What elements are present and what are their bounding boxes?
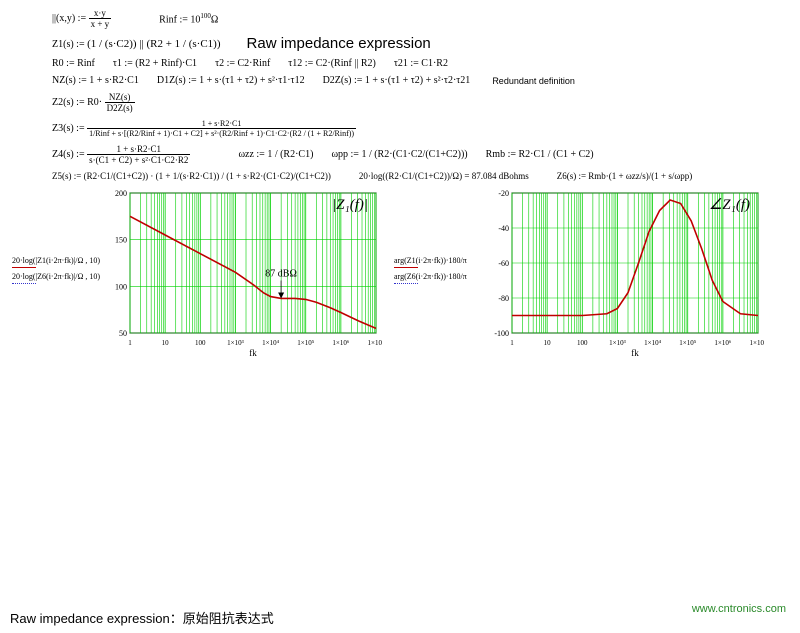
legend-solid-icon [394, 267, 418, 268]
eq-row-4: NZ(s) := 1 + s·R2·C1 D1Z(s) := 1 + s·(τ1… [10, 75, 790, 86]
legend-solid-icon [12, 267, 36, 268]
svg-text:fk: fk [631, 348, 639, 357]
svg-text:1: 1 [510, 339, 514, 347]
svg-text:∠Z₁(f): ∠Z₁(f) [709, 197, 750, 213]
mag-legend-1: 20·log(|Z1(i·2π·fk)|/Ω , 10) [12, 256, 102, 268]
z1-def: Z1(s) := (1 / (s·C2)) || (R2 + 1 / (s·C1… [52, 38, 221, 50]
tau12-def: τ12 := C2·(Rinf || R2) [288, 58, 376, 69]
eq-row-8: Z5(s) := (R2·C1/(C1+C2)) · (1 + 1/(s·R2·… [10, 171, 790, 181]
phase-legend-2: arg(Z6(i·2π·fk))·180/π [394, 272, 484, 284]
z6-def: Z6(s) := Rmb·(1 + ωzz/s)/(1 + s/ωpp) [557, 171, 693, 181]
eq-row-7: Z4(s) := 1 + s·R2·C1 s·(C1 + C2) + s²·C1… [10, 144, 790, 165]
svg-text:-100: -100 [494, 329, 509, 338]
charts-row: 20·log(|Z1(i·2π·fk)|/Ω , 10) 20·log(|Z6(… [10, 187, 790, 357]
svg-text:50: 50 [119, 329, 127, 338]
redundant-note: Redundant definition [492, 76, 575, 86]
legend-dash-icon [12, 283, 36, 284]
svg-text:-40: -40 [498, 224, 509, 233]
svg-text:150: 150 [115, 236, 127, 245]
svg-text:-60: -60 [498, 259, 509, 268]
svg-text:1×10⁶: 1×10⁶ [332, 339, 349, 347]
eq-row-6: Z3(s) := 1 + s·R2·C1 1/Rinf + s·[(R2/Rin… [10, 119, 790, 138]
svg-text:1×10⁵: 1×10⁵ [679, 339, 696, 347]
z2-def: Z2(s) := R0· NZ(s) D2Z(s) [52, 92, 135, 113]
svg-text:1: 1 [128, 339, 132, 347]
z5-def: Z5(s) := (R2·C1/(C1+C2)) · (1 + 1/(s·R2·… [52, 171, 331, 181]
svg-text:100: 100 [577, 339, 588, 347]
watermark: www.cntronics.com [692, 603, 786, 615]
eq-row-5: Z2(s) := R0· NZ(s) D2Z(s) [10, 92, 790, 113]
svg-text:-80: -80 [498, 294, 509, 303]
tau2-def: τ2 := C2·Rinf [215, 58, 270, 69]
svg-text:1×10³: 1×10³ [609, 339, 626, 347]
phase-legend-1: arg(Z1(i·2π·fk))·180/π [394, 256, 484, 268]
eq-row-2: Z1(s) := (1 / (s·C2)) || (R2 + 1 / (s·C1… [10, 35, 790, 52]
svg-text:100: 100 [195, 339, 206, 347]
svg-text:fk: fk [249, 348, 257, 357]
mag-legend: 20·log(|Z1(i·2π·fk)|/Ω , 10) 20·log(|Z6(… [12, 256, 102, 289]
gain-calc: 20·log((R2·C1/(C1+C2))/Ω) = 87.084 dBohm… [359, 171, 529, 181]
parallel-def: ||(x,y) := x·y x + y [52, 8, 111, 29]
eq-row-3: R0 := Rinf τ1 := (R2 + Rinf)·C1 τ2 := C2… [10, 58, 790, 69]
eq-row-1: ||(x,y) := x·y x + y Rinf := 10100Ω [10, 8, 790, 29]
tau1-def: τ1 := (R2 + Rinf)·C1 [113, 58, 197, 69]
r0-def: R0 := Rinf [52, 58, 95, 69]
svg-text:1×10⁴: 1×10⁴ [262, 339, 279, 347]
wzz-def: ωzz := 1 / (R2·C1) [238, 149, 313, 160]
par-frac: x·y x + y [89, 8, 112, 29]
raw-impedance-label: Raw impedance expression [247, 35, 431, 52]
par-label: ||(x,y) := [52, 13, 89, 24]
tau21-def: τ21 := C1·R2 [394, 58, 448, 69]
svg-text:1×10⁶: 1×10⁶ [714, 339, 731, 347]
phase-chart-block: arg(Z1(i·2π·fk))·180/π arg(Z6(i·2π·fk))·… [394, 187, 764, 357]
svg-text:200: 200 [115, 189, 127, 198]
wpp-def: ωpp := 1 / (R2·(C1·C2/(C1+C2))) [331, 149, 467, 160]
magnitude-chart: 1 10 100 1×10³ 1×10⁴ 1×10⁵ 1×10⁶ 1×10⁷ 200 150 100… [102, 187, 382, 357]
rmb-def: Rmb := R2·C1 / (C1 + C2) [486, 149, 594, 160]
svg-text:|Z₁(f)|: |Z₁(f)| [332, 197, 368, 213]
mag-legend-2: 20·log(|Z6(i·2π·fk)|/Ω , 10) [12, 272, 102, 284]
svg-text:1×10⁷: 1×10⁷ [368, 339, 382, 347]
rinf-def: Rinf := 10100Ω [159, 12, 218, 25]
d1z-def: D1Z(s) := 1 + s·(τ1 + τ2) + s²·τ1·τ12 [157, 75, 305, 86]
svg-text:-20: -20 [498, 189, 509, 198]
svg-text:100: 100 [115, 282, 127, 291]
svg-text:1×10⁵: 1×10⁵ [297, 339, 314, 347]
d2z-def: D2Z(s) := 1 + s·(τ1 + τ2) + s²·τ2·τ21 [323, 75, 471, 86]
svg-text:1×10⁷: 1×10⁷ [750, 339, 764, 347]
phase-legend: arg(Z1(i·2π·fk))·180/π arg(Z6(i·2π·fk))·… [394, 256, 484, 289]
svg-text:1×10⁴: 1×10⁴ [644, 339, 661, 347]
svg-text:10: 10 [162, 339, 170, 347]
legend-dash-icon [394, 283, 418, 284]
svg-text:10: 10 [544, 339, 552, 347]
phase-chart: 1 10 100 1×10³ 1×10⁴ 1×10⁵ 1×10⁶ 1×10⁷ -20 -40 -60… [484, 187, 764, 357]
z3-def: Z3(s) := 1 + s·R2·C1 1/Rinf + s·[(R2/Rin… [52, 119, 356, 138]
svg-text:87 dBΩ: 87 dBΩ [265, 268, 297, 279]
z4-def: Z4(s) := 1 + s·R2·C1 s·(C1 + C2) + s²·C1… [52, 144, 190, 165]
footer-text: Raw impedance expression：原始阻抗表达式 [10, 608, 274, 627]
nz-def: NZ(s) := 1 + s·R2·C1 [52, 75, 139, 86]
magnitude-chart-block: 20·log(|Z1(i·2π·fk)|/Ω , 10) 20·log(|Z6(… [12, 187, 382, 357]
svg-text:1×10³: 1×10³ [227, 339, 244, 347]
